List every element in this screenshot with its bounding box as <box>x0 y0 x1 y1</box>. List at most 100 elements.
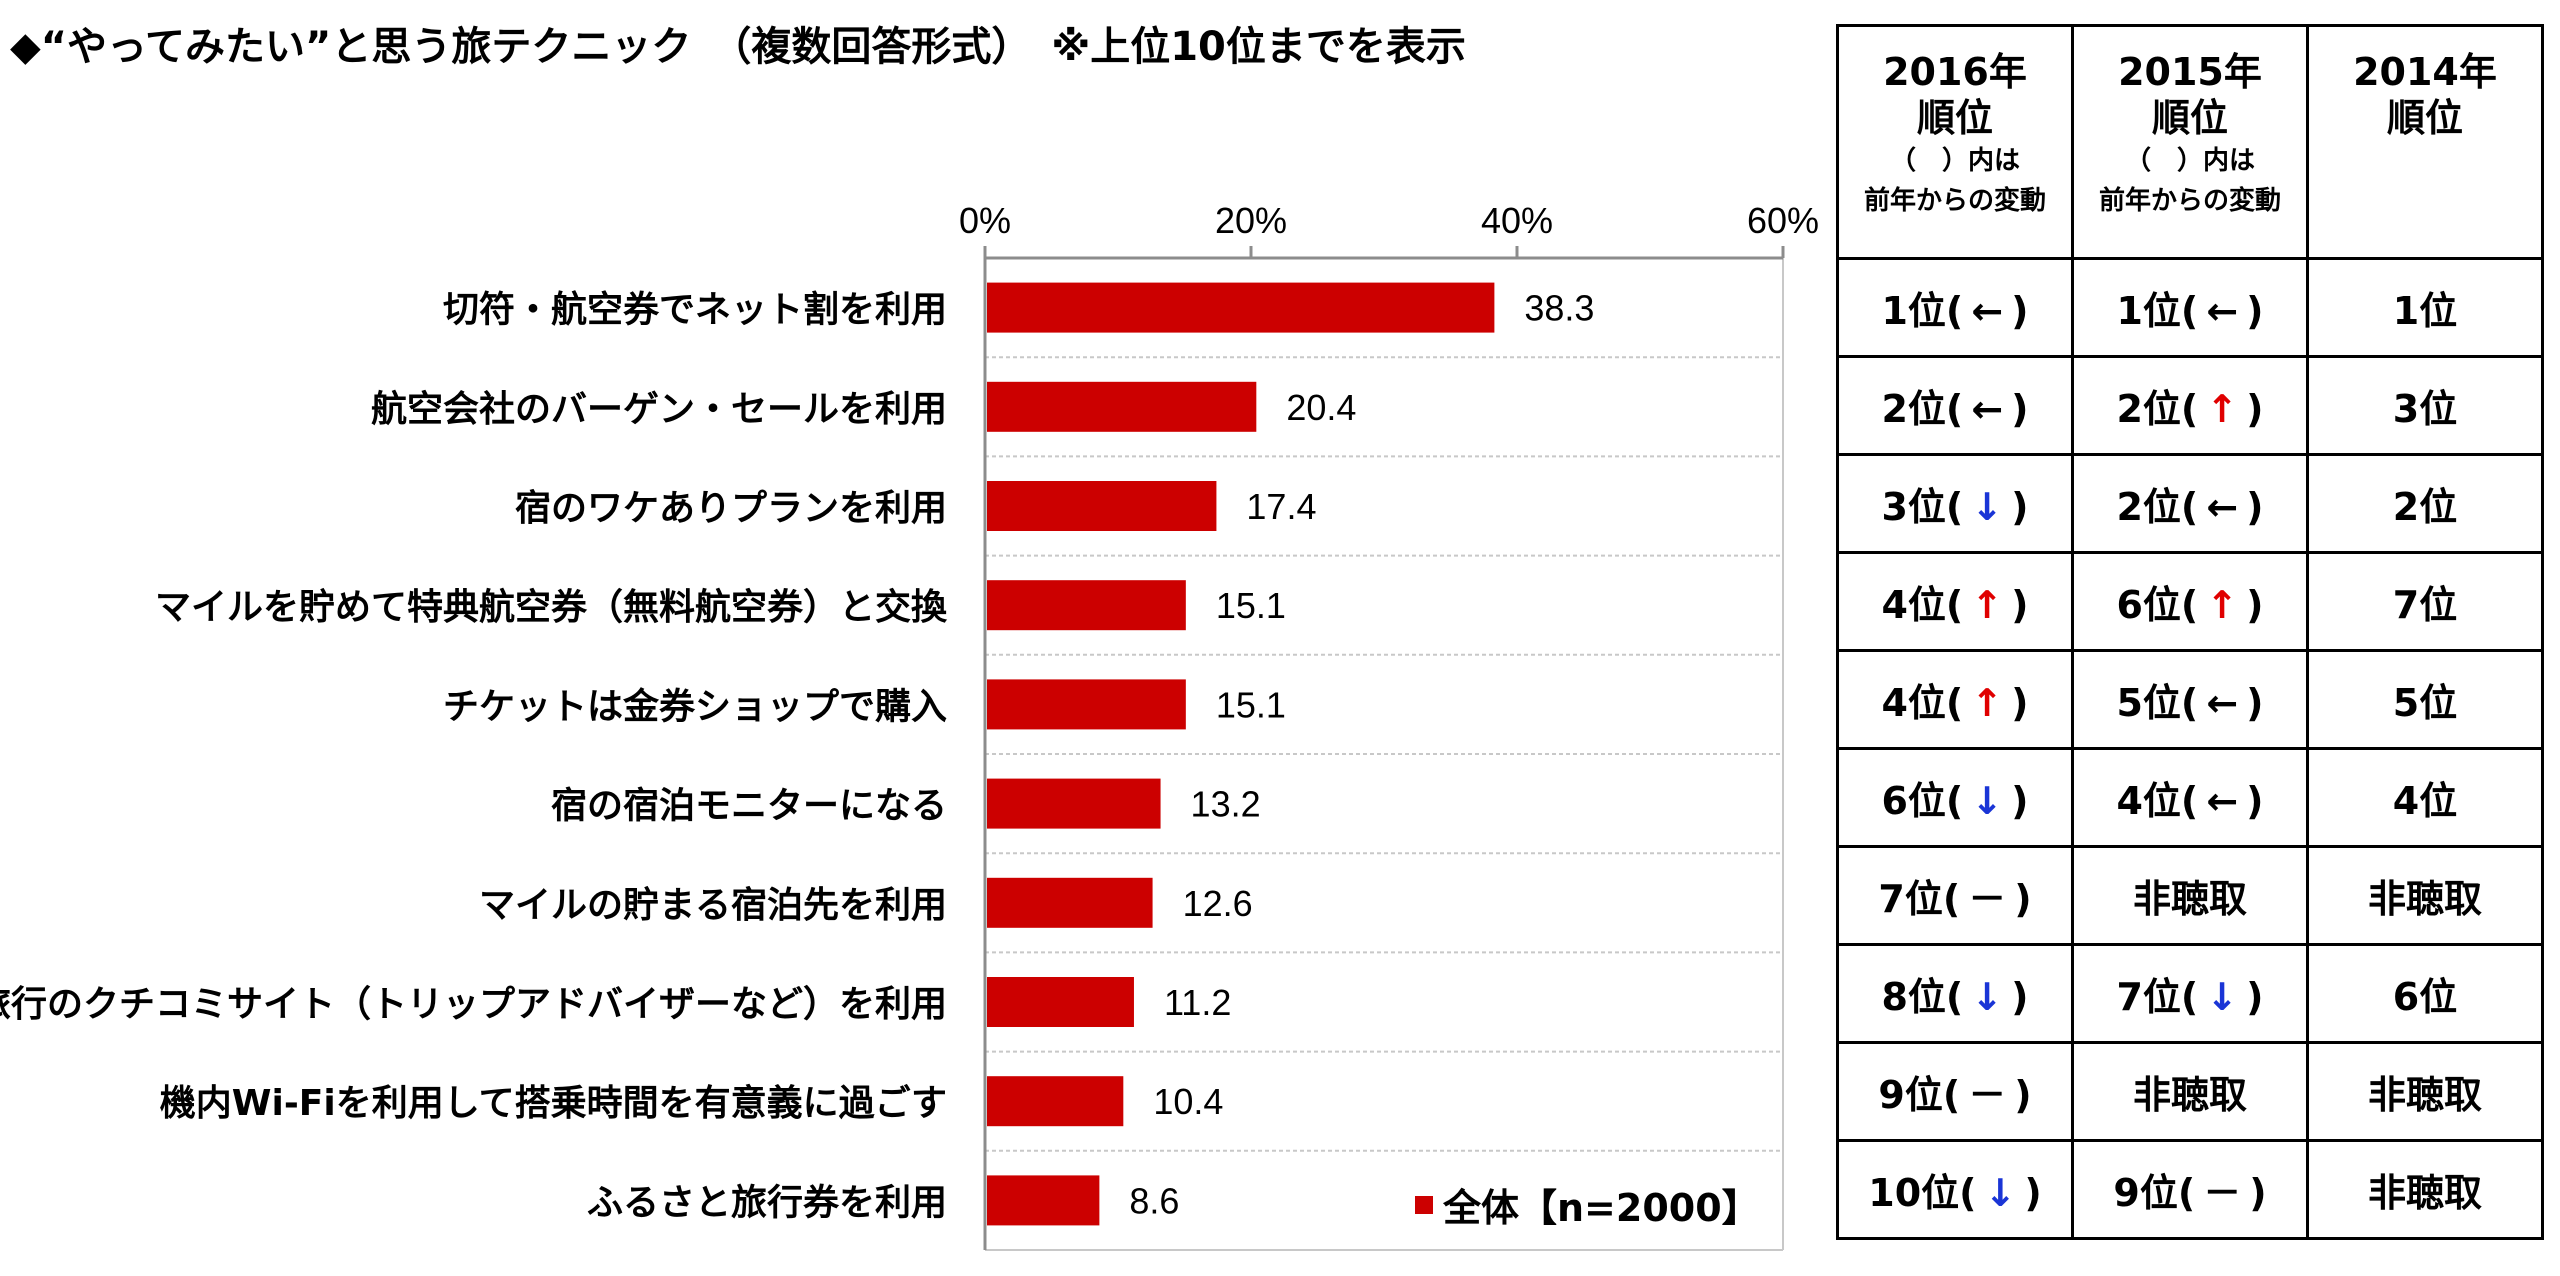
paren-open: ( <box>1942 1073 1961 1117</box>
data-label: 12.6 <box>1183 883 1253 924</box>
rank-value: 6位 <box>2116 583 2181 627</box>
category-label: 機内Wi-Fiを利用して搭乗時間を有意義に過ごす <box>160 1083 947 1124</box>
change-arrow-icon: ↓ <box>1971 485 2004 529</box>
bar <box>987 778 1161 829</box>
rank-table-body: 1位(←) 1位(←) 1位 2位(←) 2位(↑) 3位 3位(↓) 2位(←) 2位 4位(↑… <box>1836 257 2544 1240</box>
paren-close: ) <box>2246 485 2264 529</box>
rank-value: 10位 <box>1868 1171 1960 1215</box>
rank-cell: 4位(←) <box>2071 747 2309 848</box>
rank-value: 9位 <box>2113 1171 2178 1215</box>
paren-open: ( <box>1942 877 1961 921</box>
header-2014: 2014年 順位 <box>2306 24 2544 260</box>
header-2015: 2015年 順位 （ ）内は 前年からの変動 <box>2071 24 2309 260</box>
paren-close: ) <box>2246 681 2264 725</box>
rank-value: 9位 <box>1878 1073 1943 1117</box>
paren-close: ) <box>2246 387 2264 431</box>
category-label: 宿の宿泊モニターになる <box>551 786 947 827</box>
paren-close: ) <box>2246 289 2264 333</box>
rank-value: 非聴取 <box>2367 877 2482 921</box>
change-arrow-icon: ← <box>2206 681 2239 725</box>
rank-cell: 5位 <box>2306 649 2544 750</box>
rank-value: 6位 <box>1881 779 1946 823</box>
rank-cell: 6位(↑) <box>2071 551 2309 652</box>
category-label: ふるさと旅行券を利用 <box>587 1182 947 1223</box>
header-rank: 順位 <box>2386 96 2463 140</box>
change-arrow-icon: ↑ <box>2206 583 2239 627</box>
data-label: 11.2 <box>1164 982 1231 1023</box>
paren-close: ) <box>2011 779 2029 823</box>
table-row: 10位(↓) 9位(－) 非聴取 <box>1836 1139 2544 1240</box>
table-row: 1位(←) 1位(←) 1位 <box>1836 257 2544 358</box>
table-row: 6位(↓) 4位(←) 4位 <box>1836 747 2544 848</box>
change-arrow-icon: ← <box>1971 289 2004 333</box>
header-year: 2014年 <box>2353 50 2497 94</box>
category-label: 切符・航空券でネット割を利用 <box>443 289 947 331</box>
table-header-row: 2016年 順位 （ ）内は 前年からの変動 2015年 順位 （ ）内は 前年… <box>1836 24 2544 260</box>
change-arrow-icon: ← <box>2206 779 2239 823</box>
bar <box>987 679 1186 730</box>
rank-cell: 5位(←) <box>2071 649 2309 750</box>
category-label: 旅行のクチコミサイト（トリップアドバイザーなど）を利用 <box>0 984 947 1025</box>
header-note: 前年からの変動 <box>2098 186 2281 216</box>
rank-value: 非聴取 <box>2132 1073 2247 1117</box>
table-row: 9位(－) 非聴取 非聴取 <box>1836 1041 2544 1142</box>
rank-cell: 1位(←) <box>2071 257 2309 358</box>
rank-value: 2位 <box>2392 485 2458 529</box>
rank-cell: 4位(↑) <box>1836 649 2074 750</box>
rank-cell: 3位 <box>2306 355 2544 456</box>
rank-cell: 9位(－) <box>1836 1041 2074 1142</box>
bar <box>987 1175 1100 1226</box>
bar-chart: 0% 20% 40% 60% 38.3 切符・航空券でネット割を利用 20.4 航空会社のバー… <box>0 200 1819 1251</box>
rank-value: 4位 <box>2392 779 2458 823</box>
paren-open: ( <box>1945 485 1964 529</box>
rank-cell: 非聴取 <box>2306 1139 2544 1240</box>
table-row: 3位(↓) 2位(←) 2位 <box>1836 453 2544 554</box>
change-arrow-icon: ↓ <box>1971 779 2004 823</box>
header-note: （ ）内は <box>2124 146 2255 176</box>
legend: 全体【n=2000】 <box>1415 1177 1760 1232</box>
paren-open: ( <box>1945 289 1964 333</box>
rank-value: 6位 <box>2392 975 2458 1019</box>
rank-cell: 4位(↑) <box>1836 551 2074 652</box>
data-label: 13.2 <box>1191 784 1261 825</box>
rank-cell: 3位(↓) <box>1836 453 2074 554</box>
change-arrow-icon: ← <box>2206 289 2239 333</box>
rank-value: 5位 <box>2392 681 2458 725</box>
category-label: 宿のワケありプランを利用 <box>515 488 947 529</box>
rank-value: 7位 <box>2392 583 2458 627</box>
rank-cell: 8位(↓) <box>1836 943 2074 1044</box>
paren-close: ) <box>2011 681 2029 725</box>
paren-open: ( <box>2180 289 2199 333</box>
x-tick-label: 0% <box>959 200 1011 241</box>
x-tick-label: 60% <box>1747 200 1819 241</box>
paren-close: ) <box>2249 1171 2267 1215</box>
data-label: 15.1 <box>1216 585 1286 626</box>
rank-value: 1位 <box>2116 289 2181 333</box>
rank-value: 7位 <box>1878 877 1943 921</box>
bar <box>987 282 1495 333</box>
category-label: マイルを貯めて特典航空券（無料航空券）と交換 <box>155 586 948 628</box>
rank-cell: 1位(←) <box>1836 257 2074 358</box>
chart-title: ◆“やってみたい”と思う旅テクニック （複数回答形式） ※上位10位までを表示 <box>10 24 1466 70</box>
header-year: 2015年 <box>2118 50 2262 94</box>
paren-open: ( <box>2180 485 2199 529</box>
rank-value: 7位 <box>2116 975 2181 1019</box>
rank-value: 1位 <box>1881 289 1946 333</box>
paren-open: ( <box>2177 1171 2196 1215</box>
x-tick-label: 20% <box>1215 200 1287 241</box>
change-arrow-icon: ↓ <box>2206 975 2239 1019</box>
paren-close: ) <box>2011 387 2029 431</box>
bar <box>987 977 1134 1027</box>
data-label: 10.4 <box>1153 1081 1223 1122</box>
rank-value: 3位 <box>1881 485 1946 529</box>
rank-cell: 非聴取 <box>2071 845 2309 946</box>
change-arrow-icon: ← <box>2206 485 2239 529</box>
paren-open: ( <box>1945 975 1964 1019</box>
paren-close: ) <box>2011 485 2029 529</box>
rank-value: 2位 <box>2116 485 2181 529</box>
rank-cell: 2位(↑) <box>2071 355 2309 456</box>
change-arrow-icon: ↑ <box>1971 681 2004 725</box>
paren-close: ) <box>2014 877 2032 921</box>
rank-cell: 2位 <box>2306 453 2544 554</box>
header-2016: 2016年 順位 （ ）内は 前年からの変動 <box>1836 24 2074 260</box>
